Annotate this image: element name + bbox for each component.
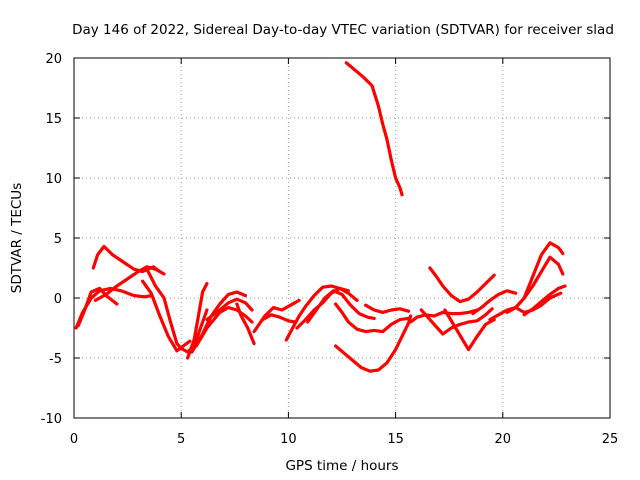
data-series: [74, 61, 567, 373]
x-tick-label: 20: [495, 432, 512, 447]
series-line-arc-24: [443, 308, 496, 352]
x-tick-label: 15: [387, 432, 404, 447]
y-tick-label: -10: [41, 412, 62, 427]
series-line-arc-25: [471, 289, 518, 316]
y-tick-label: 0: [54, 292, 62, 307]
x-tick-label: 5: [177, 432, 185, 447]
y-tick-label: 15: [45, 112, 62, 127]
series-line-arc-29: [522, 284, 567, 317]
series-line-arc-28: [514, 255, 565, 310]
chart-title: Day 146 of 2022, Sidereal Day-to-day VTE…: [72, 22, 614, 38]
series-line-arc-10: [205, 297, 254, 322]
series-line-arc-23: [428, 266, 496, 304]
series-line-arc-7: [186, 282, 209, 360]
series-line-arc-6: [141, 279, 192, 353]
series-line-arc-16: [306, 289, 376, 324]
y-axis-label: SDTVAR / TECUs: [9, 183, 25, 293]
series-line-arc-13: [261, 313, 297, 324]
series-line-arc-26: [488, 291, 563, 322]
x-tick-label: 25: [602, 432, 619, 447]
series-line-arc-17: [334, 302, 411, 334]
series-line-arc-4: [93, 265, 166, 302]
series-line-arc-21: [409, 308, 479, 324]
series-line-arc-5: [145, 267, 209, 354]
y-tick-label: 10: [45, 172, 62, 187]
series-line-arc-9: [194, 306, 254, 348]
series-line-arc-20: [344, 61, 404, 197]
series-line-arc-2: [74, 286, 153, 330]
y-tick-label: 5: [54, 232, 62, 247]
series-line-arc-19: [364, 303, 411, 314]
series-line-arc-18: [334, 314, 413, 373]
series-line-arc-14: [284, 284, 350, 342]
series-line-arc-27: [505, 241, 565, 314]
x-tick-label: 10: [280, 432, 297, 447]
x-tick-label: 0: [70, 432, 78, 447]
y-tick-label: -5: [49, 352, 62, 367]
x-axis-label: GPS time / hours: [285, 458, 398, 474]
axis-ticks: 0 5 10 15 20 25 -10 -5 0 5 10 15 20: [41, 52, 619, 447]
y-tick-label: 20: [45, 52, 62, 67]
series-line-arc-11: [235, 302, 256, 346]
grid-lines: [74, 58, 610, 418]
